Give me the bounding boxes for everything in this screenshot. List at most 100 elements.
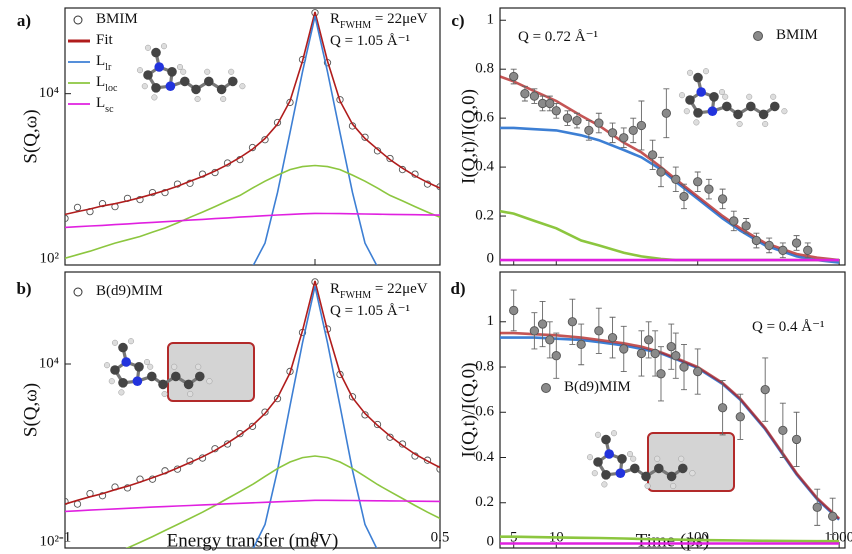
legend-marker [754,32,763,41]
annotation: Q = 1.05 Å⁻¹ [330,33,410,49]
data-point [813,503,821,511]
legend-name: L [96,74,105,90]
legend-marker [542,384,551,393]
data-point [637,349,645,357]
y-tick-label: 0.4 [475,159,494,175]
annotation-part: = 22μeV [371,11,428,27]
legend-marker [74,16,82,24]
data-point [680,192,688,200]
annotation: Q = 0.72 Å⁻¹ [518,29,598,45]
y-tick-label: 0 [487,250,495,266]
data-point [736,413,744,421]
data-point [718,195,726,203]
data-point [74,204,80,210]
legend-sub: loc [105,83,118,94]
legend-name: B(d9)MIM [96,283,163,299]
data-point [657,370,665,378]
y-tick-label: 0.4 [475,449,494,465]
annotation-part: R [330,11,340,27]
data-point [521,89,529,97]
data-point [546,99,554,107]
data-point [74,501,80,507]
legend-marker [74,288,82,296]
data-point [620,345,628,353]
legend-name: BMIM [776,27,818,43]
data-point [694,367,702,375]
panel-label: d) [450,279,465,298]
data-point [530,327,538,335]
data-point [742,222,750,230]
data-point [585,126,593,134]
data-point [629,126,637,134]
data-point [667,342,675,350]
data-point [563,114,571,122]
annotation: Q = 0.4 Å⁻¹ [752,319,825,335]
annotation-part: FWHM [340,20,371,31]
y-tick-label: 0 [487,533,495,549]
data-point [608,333,616,341]
y-tick-label: 0.2 [475,494,494,510]
data-point [608,129,616,137]
data-point [828,512,836,520]
legend-name: L [96,95,105,111]
data-point [573,116,581,124]
legend-label: B(d9)MIM [564,379,631,395]
data-point [730,217,738,225]
data-point [648,151,656,159]
y-tick-label: 0.6 [475,110,494,126]
data-point [672,175,680,183]
curve [65,166,440,259]
data-point [595,119,603,127]
data-point [765,241,773,249]
y-tick-label: 10² [40,533,60,549]
legend-sub: sc [105,104,114,115]
y-tick-label: 0.6 [475,404,494,420]
data-point [792,435,800,443]
data-point [694,178,702,186]
legend-label: Lsc [96,95,114,114]
plot-frame [500,272,845,548]
data-point [620,134,628,142]
annotation: Q = 1.05 Å⁻¹ [330,303,410,319]
x-tick-label: 0.5 [431,529,450,545]
data-point [761,385,769,393]
y-axis-label: S(Q,ω) [20,109,41,163]
curve [253,286,378,550]
data-point [705,185,713,193]
panel-label: b) [16,279,31,298]
y-tick-label: 10⁴ [39,355,59,371]
annotation-part: = 22μeV [371,281,428,297]
curve [500,128,839,263]
legend-label: Llr [96,53,112,72]
legend-name: B(d9)MIM [564,379,631,395]
annotation-part: FWHM [340,290,371,301]
y-tick-label: 10² [40,250,60,266]
annotation-part: Q = 0.4 Å⁻¹ [752,319,825,335]
y-tick-label: 0.2 [475,207,494,223]
legend-sub: lr [105,62,112,73]
molecule [679,68,787,126]
data-point [510,306,518,314]
legend-name: L [96,53,105,69]
y-tick-label: 0.8 [475,358,494,374]
curve [65,500,440,511]
curve [253,16,378,267]
deuterated-box [648,433,734,491]
y-tick-label: 0.8 [475,61,494,77]
legend-label: Lloc [96,74,118,93]
curve [65,213,440,227]
figure: a)S(Q,ω)10²10⁴RFWHM = 22μeVQ = 1.05 Å⁻¹B… [0,0,852,554]
annotation-part: Q = 0.72 Å⁻¹ [518,29,598,45]
legend-label: BMIM [96,11,138,27]
annotation: RFWHM = 22μeV [330,281,428,300]
panel-label: a) [17,11,31,30]
legend-label: BMIM [776,27,818,43]
data-point [792,239,800,247]
plot-area [500,69,839,262]
annotation: RFWHM = 22μeV [330,11,428,30]
data-point [651,349,659,357]
y-tick-label: 1 [487,12,495,28]
data-point [644,336,652,344]
data-point [552,352,560,360]
y-axis-label: S(Q,ω) [20,383,41,437]
